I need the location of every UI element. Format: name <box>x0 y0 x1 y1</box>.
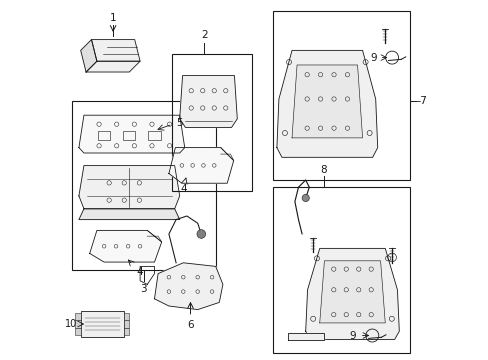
Bar <box>75 313 81 320</box>
Bar <box>98 131 110 140</box>
Text: 2: 2 <box>201 30 207 40</box>
Polygon shape <box>287 333 323 340</box>
Text: 3: 3 <box>140 284 147 294</box>
Circle shape <box>197 230 205 238</box>
Polygon shape <box>319 261 385 323</box>
Text: 10: 10 <box>65 319 77 329</box>
Bar <box>123 313 129 320</box>
Bar <box>123 328 129 335</box>
Text: 1: 1 <box>110 13 116 23</box>
Polygon shape <box>276 50 377 157</box>
Bar <box>75 320 81 328</box>
Text: 8: 8 <box>320 165 326 175</box>
Polygon shape <box>89 230 162 262</box>
Polygon shape <box>291 65 362 138</box>
Bar <box>123 320 129 328</box>
Polygon shape <box>79 166 179 209</box>
Bar <box>81 311 123 337</box>
Circle shape <box>302 194 309 202</box>
Text: 5: 5 <box>176 118 183 129</box>
Polygon shape <box>81 40 97 72</box>
Bar <box>273 11 409 180</box>
Polygon shape <box>79 209 179 220</box>
Bar <box>172 54 251 191</box>
Polygon shape <box>154 263 223 310</box>
Text: 9: 9 <box>349 330 355 341</box>
Polygon shape <box>168 148 233 183</box>
Bar <box>273 187 409 353</box>
Bar <box>123 131 135 140</box>
Polygon shape <box>305 248 399 339</box>
Bar <box>75 328 81 335</box>
Text: –7: –7 <box>415 96 427 106</box>
Polygon shape <box>79 115 184 153</box>
Bar <box>148 131 160 140</box>
Polygon shape <box>86 61 140 72</box>
Polygon shape <box>179 76 237 127</box>
Text: 4: 4 <box>136 267 143 277</box>
Bar <box>72 101 215 270</box>
Polygon shape <box>91 40 140 61</box>
Text: 4: 4 <box>180 184 186 194</box>
Text: 6: 6 <box>187 320 193 330</box>
Text: 9: 9 <box>369 53 376 63</box>
